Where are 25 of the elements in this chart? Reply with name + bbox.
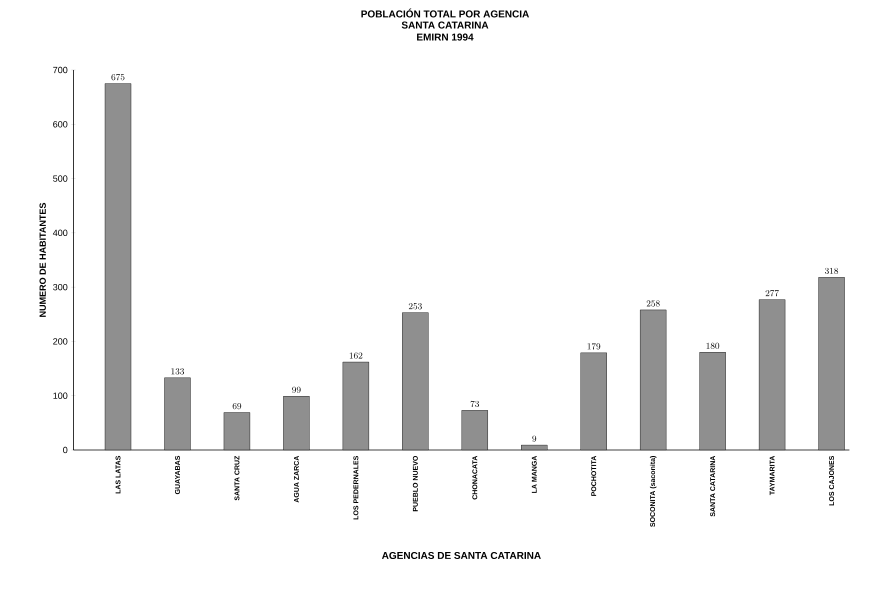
y-axis-title: NUMERO DE HABITANTES <box>39 202 46 317</box>
data-label: 180 <box>706 342 720 349</box>
data-label: 9 <box>532 436 536 442</box>
data-label: 675 <box>111 74 124 80</box>
data-label: 318 <box>825 268 838 274</box>
data-label: 162 <box>350 352 362 359</box>
x-axis-title: AGENCIAS DE SANTA CATARINA <box>382 552 541 560</box>
data-label: 258 <box>646 300 660 307</box>
data-label: 253 <box>408 303 422 310</box>
data-label: 277 <box>766 290 779 296</box>
y-tick-label: 500 <box>53 175 68 182</box>
chart-subtitle: SANTA CATARINA EMIRN 1994 <box>402 22 488 41</box>
data-label: 99 <box>292 386 301 393</box>
data-label: 69 <box>232 403 242 410</box>
y-tick-label: 300 <box>53 284 68 290</box>
y-tick-label: 0 <box>63 446 68 454</box>
y-tick-label: 600 <box>53 121 68 128</box>
data-label: 179 <box>588 343 600 350</box>
y-tick-label: 700 <box>53 66 68 74</box>
y-tick-label: 400 <box>52 230 68 236</box>
data-label: 133 <box>171 368 184 374</box>
data-label: 73 <box>470 400 480 408</box>
y-tick-label: 100 <box>53 392 68 399</box>
y-tick-label: 200 <box>53 338 68 345</box>
chart-title: POBLACIÓN TOTAL POR AGENCIA <box>361 8 530 18</box>
